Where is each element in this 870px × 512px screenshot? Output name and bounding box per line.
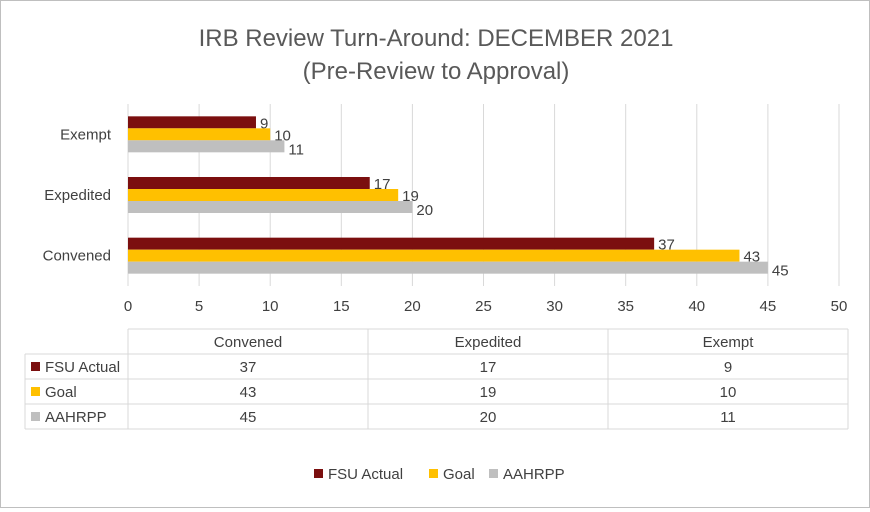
table-row-label-fsu-actual: FSU Actual: [45, 359, 120, 376]
table-header-convened: Convened: [214, 334, 282, 351]
x-axis-ticks: 0 5 10 15 20 25 30 35 40 45 50: [124, 298, 848, 315]
bar-aahrpp-convened: [128, 261, 768, 274]
chart-subtitle: (Pre-Review to Approval): [303, 58, 570, 85]
data-label-fsu-actual-convened: 37: [658, 237, 675, 254]
legend-swatch-goal: [429, 469, 438, 478]
legend-swatch-aahrpp: [489, 469, 498, 478]
legend-label-aahrpp: AAHRPP: [503, 466, 565, 483]
bar-fsu-actual-convened: [128, 237, 655, 250]
x-tick-label: 25: [475, 298, 492, 315]
data-label-fsu-actual-exempt: 9: [260, 115, 268, 132]
x-tick-label: 40: [688, 298, 705, 315]
table-cell-goal-exempt: 10: [720, 384, 737, 401]
table-cell-aahrpp-expedited: 20: [480, 409, 497, 426]
category-label-exempt: Exempt: [60, 126, 112, 143]
table-cell-fsu-actual-exempt: 9: [724, 359, 732, 376]
x-tick-label: 5: [195, 298, 203, 315]
bar-aahrpp-exempt: [128, 140, 285, 153]
x-tick-label: 10: [262, 298, 279, 315]
data-table: Convened Expedited Exempt FSU Actual 37 17 9 Go…: [24, 328, 849, 430]
category-labels: Convened Expedited Exempt: [43, 126, 112, 264]
legend-label-goal: Goal: [443, 466, 475, 483]
data-label-aahrpp-expedited: 20: [416, 202, 433, 219]
table-cell-goal-convened: 43: [240, 384, 257, 401]
table-header-expedited: Expedited: [455, 334, 522, 351]
bar-fsu-actual-exempt: [128, 116, 256, 129]
table-header-exempt: Exempt: [703, 334, 755, 351]
table-row-label-goal: Goal: [45, 384, 77, 401]
x-tick-label: 20: [404, 298, 421, 315]
data-label-aahrpp-exempt: 11: [288, 141, 304, 158]
bar-goal-expedited: [128, 189, 399, 201]
bar-fsu-actual-expedited: [128, 177, 370, 189]
data-label-goal-convened: 43: [743, 249, 760, 266]
x-tick-label: 0: [124, 298, 132, 315]
bar-goal-convened: [128, 249, 740, 262]
bar-goal-exempt: [128, 128, 271, 141]
bar-aahrpp-expedited: [128, 201, 413, 213]
data-label-fsu-actual-expedited: 17: [374, 176, 391, 193]
table-row-label-aahrpp: AAHRPP: [45, 409, 107, 426]
table-row-swatch-aahrpp: [31, 412, 40, 421]
legend: FSU Actual Goal AAHRPP: [314, 466, 565, 483]
data-label-goal-exempt: 10: [274, 127, 291, 144]
table-cell-goal-expedited: 19: [480, 384, 497, 401]
chart-title: IRB Review Turn-Around: DECEMBER 2021: [199, 25, 674, 52]
table-cell-fsu-actual-expedited: 17: [480, 359, 497, 376]
category-label-expedited: Expedited: [44, 187, 111, 204]
x-tick-label: 50: [831, 298, 848, 315]
legend-swatch-fsu-actual: [314, 469, 323, 478]
x-tick-label: 45: [760, 298, 777, 315]
table-cell-fsu-actual-convened: 37: [240, 359, 257, 376]
x-tick-label: 35: [617, 298, 634, 315]
x-tick-label: 30: [546, 298, 563, 315]
x-tick-label: 15: [333, 298, 350, 315]
category-label-convened: Convened: [43, 248, 111, 265]
table-row-swatch-fsu-actual: [31, 362, 40, 371]
legend-label-fsu-actual: FSU Actual: [328, 466, 403, 483]
table-row-swatch-goal: [31, 387, 40, 396]
data-label-goal-expedited: 19: [402, 188, 419, 205]
table-cell-aahrpp-convened: 45: [240, 409, 257, 426]
table-cell-aahrpp-exempt: 11: [720, 409, 736, 426]
data-label-aahrpp-convened: 45: [772, 263, 789, 280]
